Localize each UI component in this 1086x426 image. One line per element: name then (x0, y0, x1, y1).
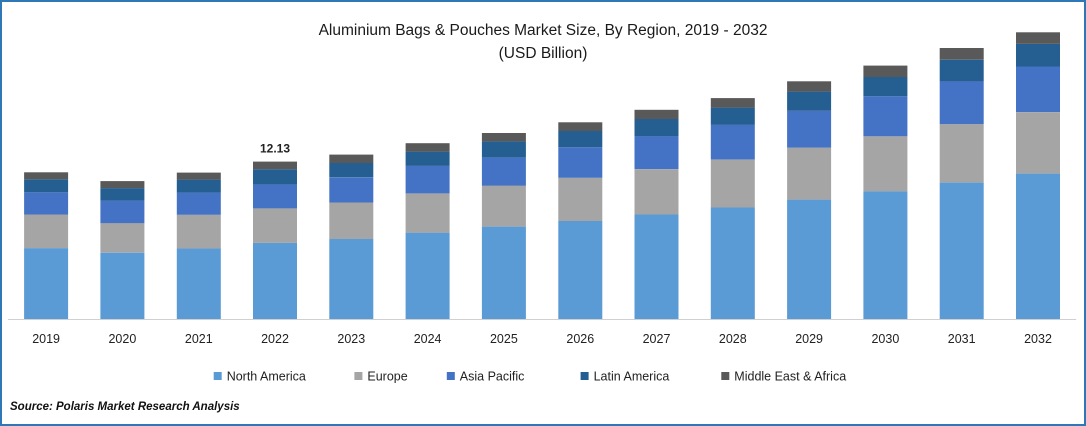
bar-segment-2025-s2 (481, 157, 526, 186)
bar-segment-2030-s4 (863, 65, 908, 77)
legend-swatch-s1 (354, 372, 363, 380)
bar-segment-2027-s0 (634, 214, 679, 319)
bar-segment-2022-s3 (253, 169, 297, 185)
bar-segment-2020-s0 (100, 252, 145, 319)
x-tick-label-2032: 2032 (1024, 332, 1052, 346)
bar-segment-2019-s3 (24, 179, 69, 193)
bar-segment-2020-s2 (100, 200, 145, 224)
bar-segment-2032-s0 (1016, 173, 1060, 319)
x-tick-label-2029: 2029 (795, 332, 823, 346)
bar-segment-2024-s4 (405, 143, 450, 152)
bar-segment-2020-s1 (100, 223, 145, 253)
bar-segment-2031-s3 (939, 59, 984, 82)
bar-segment-2024-s1 (405, 193, 450, 233)
bar-segment-2019-s1 (24, 214, 69, 249)
bar-segment-2020-s3 (100, 188, 145, 201)
bar-segment-2023-s4 (329, 154, 374, 163)
bar-segment-2029-s1 (787, 147, 832, 200)
bar-segment-2021-s1 (176, 214, 221, 249)
legend-swatch-s2 (446, 372, 455, 380)
bar-segment-2029-s4 (787, 81, 832, 92)
legend-swatch-s3 (580, 372, 589, 380)
bar-segment-2023-s0 (329, 239, 374, 319)
bar-segment-2031-s0 (939, 182, 984, 319)
legend-label-s0: North America (227, 370, 306, 384)
bar-segment-2024-s3 (405, 151, 450, 166)
bar-segment-2030-s1 (863, 136, 908, 192)
bar-segment-2032-s4 (1016, 32, 1060, 44)
bar-segment-2026-s0 (558, 221, 603, 319)
bar-segment-2021-s3 (176, 179, 221, 193)
bar-segment-2024-s0 (405, 232, 450, 319)
legend-swatch-s0 (213, 372, 222, 380)
bar-segment-2025-s3 (481, 141, 526, 158)
bar-segment-2032-s3 (1016, 44, 1060, 67)
x-tick-label-2020: 2020 (108, 332, 136, 346)
bar-segment-2029-s0 (787, 199, 832, 319)
bar-segment-2026-s2 (558, 147, 603, 178)
bar-segment-2032-s1 (1016, 112, 1060, 174)
bar-segment-2031-s1 (939, 124, 984, 183)
bar-segment-2022-s4 (253, 161, 297, 170)
x-tick-label-2031: 2031 (948, 332, 976, 346)
bar-segment-2031-s2 (939, 81, 984, 125)
bar-segment-2031-s4 (939, 48, 984, 60)
bar-segment-2030-s3 (863, 77, 908, 97)
bar-segment-2025-s1 (481, 185, 526, 227)
x-tick-label-2023: 2023 (337, 332, 365, 346)
x-tick-label-2030: 2030 (871, 332, 899, 346)
bar-segment-2022-s2 (253, 184, 297, 209)
x-tick-label-2025: 2025 (490, 332, 518, 346)
bar-segment-2019-s4 (24, 172, 69, 180)
bar-segment-2025-s4 (481, 133, 526, 142)
x-tick-label-2026: 2026 (566, 332, 594, 346)
chart-subtitle: (USD Billion) (498, 45, 588, 62)
bar-segment-2027-s1 (634, 169, 679, 215)
bar-segment-2023-s1 (329, 202, 374, 239)
legend-label-s3: Latin America (594, 370, 670, 384)
legend-label-s2: Asia Pacific (460, 370, 525, 384)
bar-segment-2019-s0 (24, 248, 69, 319)
bar-segment-2027-s3 (634, 119, 679, 137)
bar-segment-2022-s1 (253, 208, 297, 243)
bar-segment-2030-s0 (863, 191, 908, 319)
chart-title: Aluminium Bags & Pouches Market Size, By… (318, 22, 768, 39)
x-tick-label-2019: 2019 (32, 332, 60, 346)
x-tick-label-2022: 2022 (261, 332, 289, 346)
legend-label-s1: Europe (367, 370, 407, 384)
legend-label-s4: Middle East & Africa (734, 370, 846, 384)
bar-segment-2028-s1 (710, 159, 755, 208)
bar-segment-2032-s2 (1016, 66, 1060, 113)
bar-segment-2023-s2 (329, 177, 374, 203)
source-note: Source: Polaris Market Research Analysis (10, 401, 240, 413)
bar-segment-2029-s3 (787, 91, 832, 111)
bar-segment-2024-s2 (405, 165, 450, 194)
bar-segment-2028-s3 (710, 107, 755, 125)
bar-segment-2027-s4 (634, 109, 679, 119)
bar-segment-2021-s2 (176, 192, 221, 215)
bar-segment-2027-s2 (634, 136, 679, 170)
x-tick-label-2027: 2027 (643, 332, 671, 346)
bar-segment-2026-s3 (558, 131, 603, 148)
x-tick-label-2021: 2021 (185, 332, 213, 346)
bar-segment-2021-s4 (176, 172, 221, 180)
bar-segment-2028-s2 (710, 124, 755, 160)
bar-segment-2021-s0 (176, 248, 221, 319)
bar-segment-2020-s4 (100, 181, 145, 189)
bar-segment-2030-s2 (863, 96, 908, 137)
bar-segment-2022-s0 (253, 242, 297, 319)
bar-segment-2028-s4 (710, 98, 755, 108)
bar-segment-2029-s2 (787, 110, 832, 148)
bar-segment-2028-s0 (710, 207, 755, 319)
bar-segment-2026-s4 (558, 122, 603, 131)
x-tick-label-2028: 2028 (719, 332, 747, 346)
data-label-2022: 12.13 (260, 142, 290, 156)
bar-segment-2019-s2 (24, 192, 69, 215)
bar-segment-2026-s1 (558, 177, 603, 221)
bar-segment-2025-s0 (481, 226, 526, 319)
legend-swatch-s4 (721, 372, 730, 380)
bar-segment-2023-s3 (329, 162, 374, 178)
x-tick-label-2024: 2024 (414, 332, 442, 346)
